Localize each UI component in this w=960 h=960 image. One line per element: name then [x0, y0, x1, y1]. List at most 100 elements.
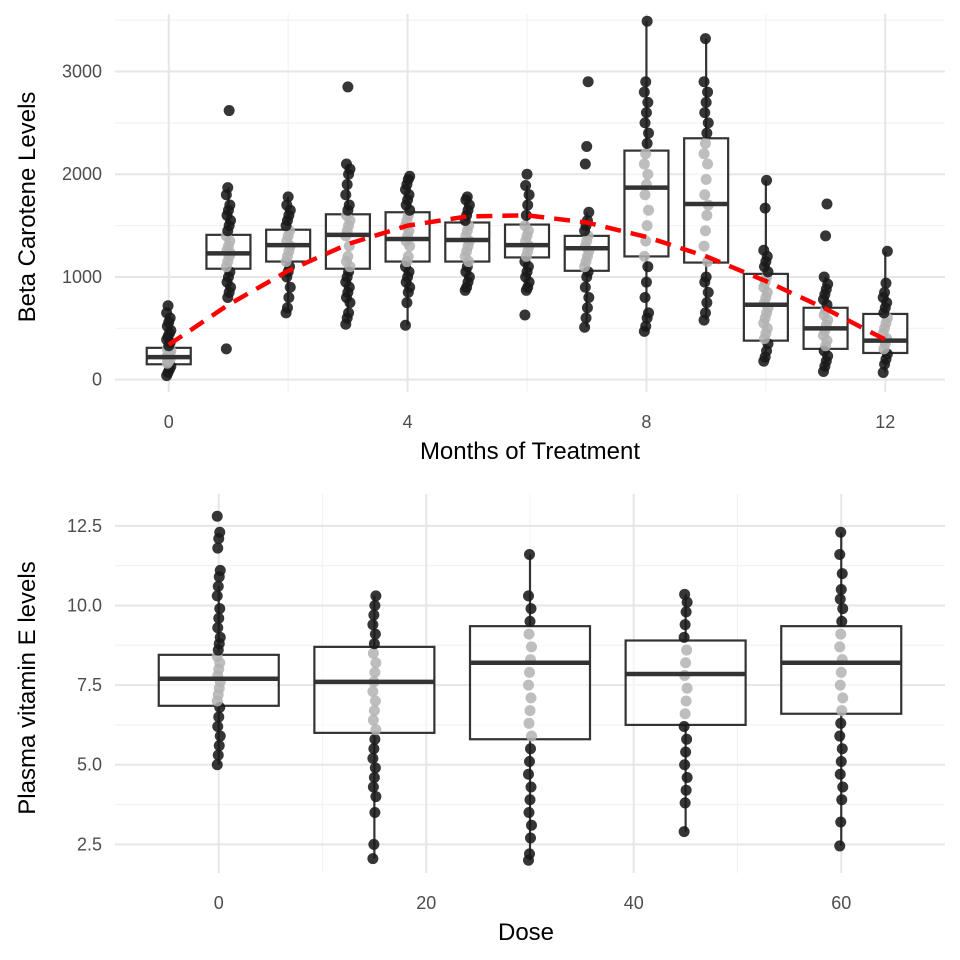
data-point	[523, 768, 534, 780]
data-point	[282, 191, 294, 203]
data-point	[524, 848, 535, 860]
data-point	[678, 826, 690, 838]
data-point	[834, 641, 846, 653]
data-point	[524, 549, 535, 561]
data-point	[881, 245, 893, 257]
data-point	[224, 199, 236, 211]
data-point	[214, 526, 226, 538]
data-point	[837, 692, 849, 704]
data-point	[836, 743, 848, 755]
data-point	[526, 730, 537, 742]
data-point	[523, 189, 535, 201]
data-point	[369, 599, 381, 611]
data-point	[761, 174, 773, 186]
data-point	[368, 609, 380, 621]
data-point	[834, 730, 846, 742]
data-point	[522, 199, 534, 211]
data-point	[368, 771, 380, 783]
data-point	[367, 781, 379, 793]
data-point	[879, 286, 891, 298]
data-point	[701, 127, 713, 139]
data-point	[213, 612, 225, 624]
data-point	[680, 606, 692, 618]
data-point	[369, 762, 381, 774]
data-point	[681, 644, 693, 656]
data-point	[401, 297, 413, 309]
data-point	[223, 105, 235, 117]
data-point	[638, 250, 650, 262]
data-point	[524, 615, 536, 627]
y-tick-label: 2000	[62, 164, 102, 184]
y-tick-labels: 0 1000 2000 3000	[62, 62, 102, 390]
y-tick-label: 2.5	[77, 834, 102, 854]
data-point	[214, 631, 226, 643]
x-tick-label: 20	[416, 893, 436, 913]
data-point	[759, 202, 771, 214]
data-point	[678, 720, 690, 732]
data-point	[367, 685, 379, 697]
data-point	[340, 189, 352, 201]
data-point	[836, 794, 848, 806]
data-point	[214, 564, 226, 576]
data-point	[699, 33, 711, 45]
data-point	[523, 806, 535, 818]
data-point	[681, 771, 693, 783]
data-point	[524, 756, 535, 768]
data-point	[211, 590, 223, 602]
data-point	[368, 705, 380, 717]
data-point	[367, 752, 379, 764]
data-point	[368, 638, 380, 650]
y-axis-title: Plasma vitamin E levels	[14, 561, 41, 814]
data-point	[524, 705, 536, 717]
data-point	[370, 724, 382, 736]
data-point	[835, 756, 847, 768]
data-point	[343, 307, 355, 319]
data-point	[369, 733, 381, 745]
data-point	[698, 76, 710, 88]
data-point	[679, 588, 691, 600]
data-point	[699, 307, 711, 319]
y-tick-label: 7.5	[77, 675, 102, 695]
data-point	[369, 666, 381, 678]
data-point	[834, 768, 846, 780]
fit-line-layer	[167, 213, 887, 347]
data-point	[836, 568, 848, 580]
data-points	[146, 15, 908, 382]
y-axis-title: Beta Carotene Levels	[14, 92, 41, 323]
data-point	[680, 657, 692, 669]
data-point	[639, 117, 651, 129]
fit-line	[167, 213, 887, 347]
data-point	[642, 96, 654, 108]
data-point	[212, 720, 224, 732]
data-point	[835, 717, 847, 729]
data-points	[158, 510, 902, 866]
x-axis-title: Dose	[498, 919, 554, 946]
data-point	[836, 705, 848, 717]
data-point	[583, 292, 595, 303]
x-tick-label: 60	[831, 893, 851, 913]
data-point	[834, 593, 846, 605]
data-point	[222, 182, 234, 194]
data-point	[367, 647, 379, 659]
data-point	[369, 695, 381, 707]
data-point	[342, 81, 354, 93]
data-point	[834, 549, 846, 561]
data-point	[368, 838, 380, 850]
data-point	[642, 168, 654, 180]
data-point	[368, 743, 380, 755]
data-point	[520, 180, 532, 192]
data-point	[211, 510, 223, 522]
data-point	[281, 302, 293, 314]
data-point	[583, 206, 595, 218]
data-point	[370, 791, 382, 803]
data-point	[367, 714, 379, 726]
data-point	[369, 628, 381, 640]
data-point	[213, 711, 225, 723]
data-point	[212, 622, 224, 634]
data-point	[580, 312, 592, 324]
data-point	[399, 319, 411, 331]
data-point	[640, 76, 652, 88]
data-point	[524, 666, 535, 678]
